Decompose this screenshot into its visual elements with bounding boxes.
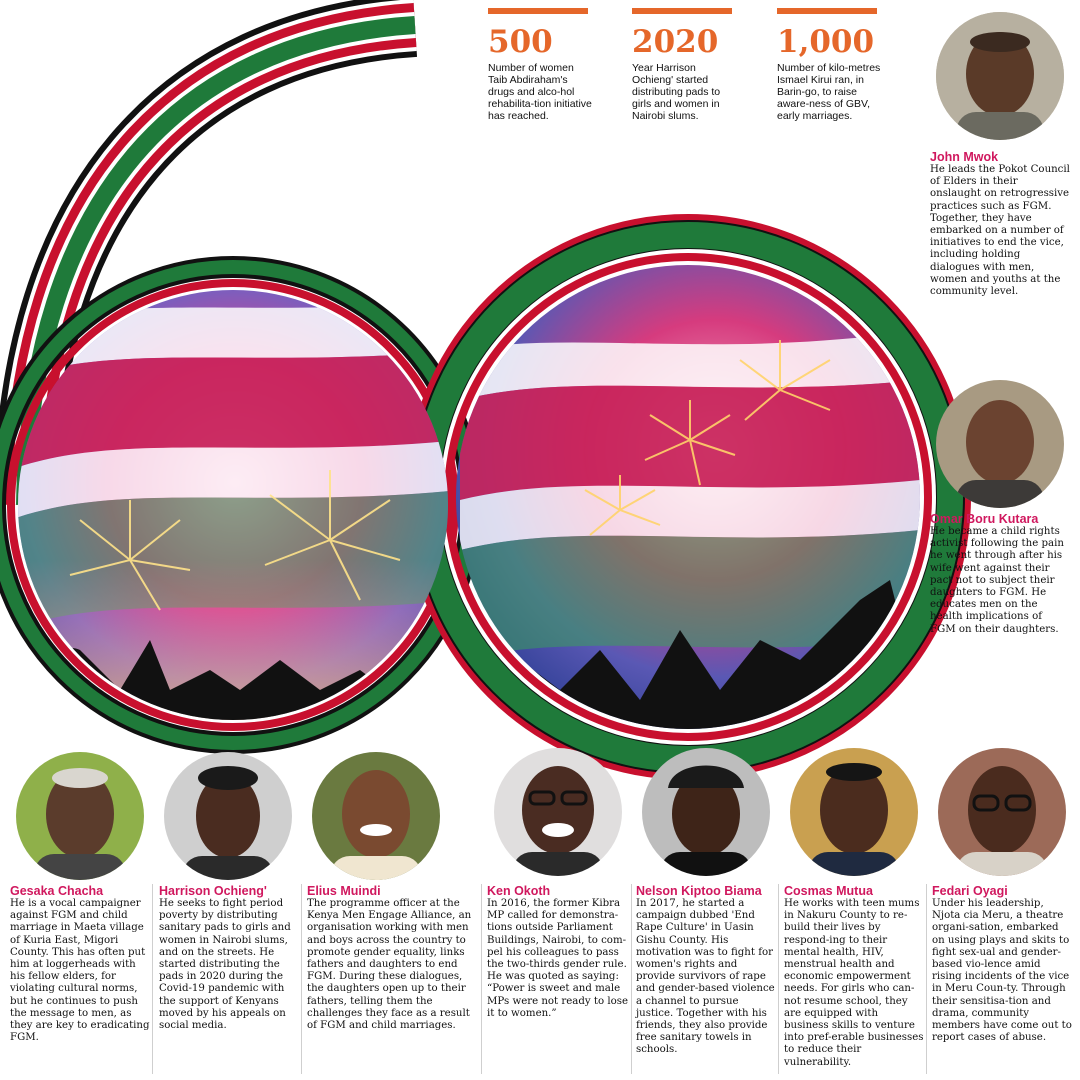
profile-bio: He works with teen mums in Nakuru County… bbox=[784, 898, 924, 1068]
profile-bio: In 2017, he started a campaign dubbed 'E… bbox=[636, 898, 775, 1056]
avatar bbox=[936, 380, 1064, 508]
column-divider bbox=[778, 884, 779, 1074]
profile-card: Cosmas Mutua He works with teen mums in … bbox=[784, 884, 924, 1069]
stat-number: 500 bbox=[488, 24, 553, 60]
stat-bar bbox=[777, 8, 877, 14]
profile-name: Elius Muindi bbox=[307, 884, 381, 898]
profile-name: Harrison Ochieng' bbox=[159, 884, 267, 898]
profile-card: Harrison Ochieng' He seeks to fight peri… bbox=[159, 884, 299, 1032]
profile-name: Cosmas Mutua bbox=[784, 884, 873, 898]
profile-bio: The programme officer at the Kenya Men E… bbox=[307, 898, 472, 1032]
stat-block: 2020 Year Harrison Ochieng' started dist… bbox=[632, 8, 736, 122]
stat-number: 2020 bbox=[632, 24, 719, 60]
avatar bbox=[312, 752, 440, 880]
profile-bio: Under his leadership, Njota cia Meru, a … bbox=[932, 898, 1072, 1044]
column-divider bbox=[301, 884, 302, 1074]
stat-bar bbox=[488, 8, 588, 14]
profile-bio: He is a vocal campaigner against FGM and… bbox=[10, 898, 150, 1044]
column-divider bbox=[481, 884, 482, 1074]
stat-description: Number of kilo-metres Ismael Kirui ran, … bbox=[777, 62, 881, 122]
profile-bio: He became a child rights activist follow… bbox=[930, 526, 1064, 635]
profile-name: Omar Boru Kutara bbox=[930, 512, 1039, 526]
avatar bbox=[936, 12, 1064, 140]
profile-card: Gesaka Chacha He is a vocal campaigner a… bbox=[10, 884, 150, 1044]
profile-card: Ken Okoth In 2016, the former Kibra MP c… bbox=[487, 884, 629, 1020]
profile-card: John Mwok He leads the Pokot Council of … bbox=[930, 150, 1070, 298]
profile-name: Ken Okoth bbox=[487, 884, 551, 898]
stat-description: Number of women Taib Abdiraham's drugs a… bbox=[488, 62, 592, 122]
column-divider bbox=[926, 884, 927, 1074]
profile-name: Fedari Oyagi bbox=[932, 884, 1008, 898]
profile-name: Nelson Kiptoo Biama bbox=[636, 884, 762, 898]
profile-bio: He leads the Pokot Council of Elders in … bbox=[930, 164, 1070, 298]
avatar bbox=[494, 748, 622, 876]
profile-card: Fedari Oyagi Under his leadership, Njota… bbox=[932, 884, 1072, 1044]
profile-name: Gesaka Chacha bbox=[10, 884, 104, 898]
profile-bio: In 2016, the former Kibra MP called for … bbox=[487, 898, 628, 1019]
avatar bbox=[16, 752, 144, 880]
avatar bbox=[790, 748, 918, 876]
stat-number: 1,000 bbox=[777, 24, 875, 60]
profile-card: Omar Boru Kutara He became a child right… bbox=[930, 512, 1070, 636]
stat-bar bbox=[632, 8, 732, 14]
stat-description: Year Harrison Ochieng' started distribut… bbox=[632, 62, 721, 122]
stat-block: 1,000 Number of kilo-metres Ismael Kirui… bbox=[777, 8, 881, 122]
avatar bbox=[642, 748, 770, 876]
profile-name: John Mwok bbox=[930, 150, 999, 164]
avatar bbox=[938, 748, 1066, 876]
column-divider bbox=[631, 884, 632, 1074]
avatar bbox=[164, 752, 292, 880]
stat-block: 500 Number of women Taib Abdiraham's dru… bbox=[488, 8, 592, 122]
profile-card: Elius Muindi The programme officer at th… bbox=[307, 884, 477, 1032]
profile-card: Nelson Kiptoo Biama In 2017, he started … bbox=[636, 884, 776, 1057]
column-divider bbox=[152, 884, 153, 1074]
profile-bio: He seeks to fight period poverty by dist… bbox=[159, 898, 291, 1032]
